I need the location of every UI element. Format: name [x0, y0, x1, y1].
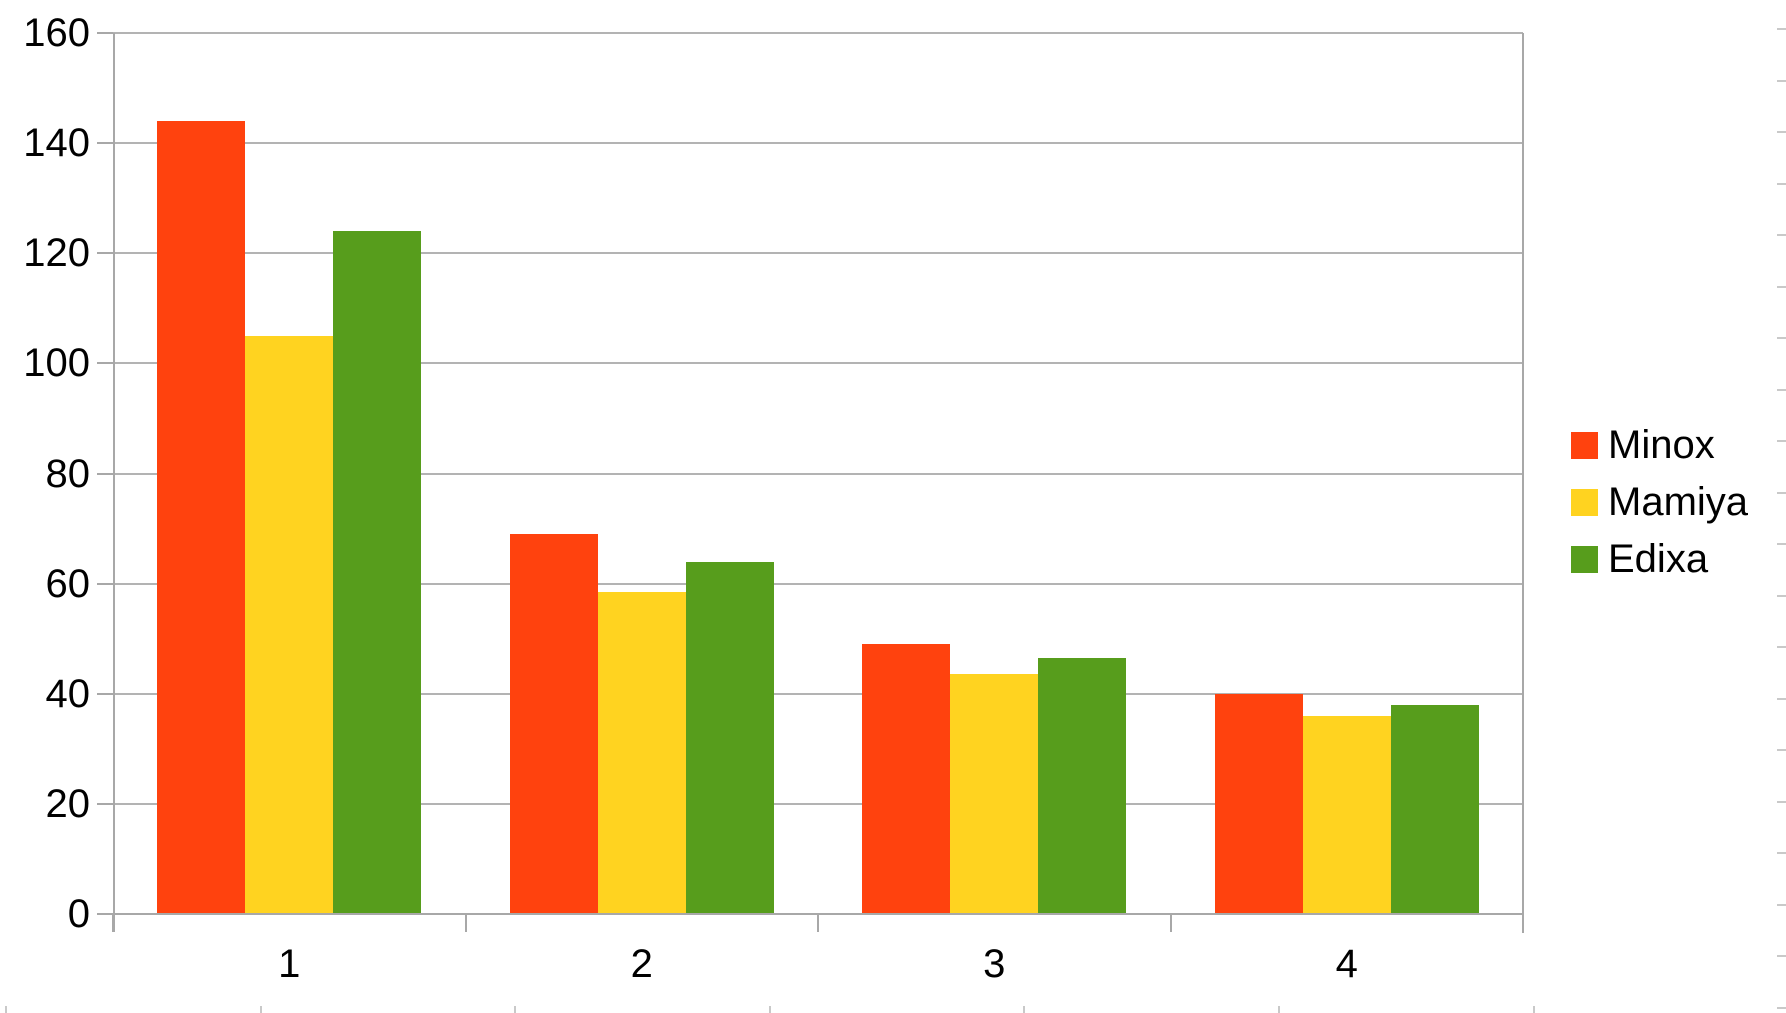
- y-axis-tick-120: [97, 252, 113, 255]
- right-edge-mark: [1777, 337, 1786, 339]
- bottom-edge-mark: [1278, 1006, 1280, 1013]
- y-axis-label-120: 120: [23, 231, 90, 276]
- y-axis-tick-100: [97, 362, 113, 365]
- bar-edixa-category-1: [333, 231, 421, 914]
- y-axis-tick-80: [97, 472, 113, 475]
- legend-swatch-edixa: [1571, 546, 1598, 573]
- bottom-edge-mark: [769, 1006, 771, 1013]
- right-edge-mark: [1777, 492, 1786, 494]
- right-edge-mark: [1777, 852, 1786, 854]
- bottom-edge-mark: [1023, 1006, 1025, 1013]
- y-axis-label-60: 60: [45, 561, 91, 606]
- right-edge-mark: [1777, 440, 1786, 442]
- bar-minox-category-2: [509, 534, 598, 914]
- bar-edixa-category-2: [685, 561, 774, 914]
- gridline-40: [113, 692, 1523, 695]
- gridline-80: [113, 472, 1523, 475]
- right-edge-mark: [1777, 955, 1786, 957]
- right-edge-mark: [1777, 698, 1786, 700]
- right-edge-mark: [1777, 801, 1786, 803]
- gridline-60: [113, 582, 1523, 585]
- right-edge-mark: [1777, 28, 1786, 30]
- bar-mamiya-category-3: [950, 674, 1038, 914]
- y-axis-tick-0: [97, 913, 113, 915]
- y-axis-label-80: 80: [45, 451, 91, 496]
- bar-edixa-category-4: [1390, 704, 1479, 914]
- right-edge-mark: [1777, 749, 1786, 751]
- bottom-edge-mark: [260, 1006, 262, 1013]
- bar-edixa-category-3: [1038, 657, 1126, 914]
- x-axis-label-1: 1: [278, 942, 301, 986]
- right-edge-mark: [1777, 1007, 1786, 1009]
- x-axis-tick-3: [1169, 914, 1172, 932]
- gridline-140: [113, 142, 1523, 145]
- y-axis-label-100: 100: [23, 341, 90, 386]
- bar-minox-category-1: [157, 121, 245, 914]
- right-edge-mark: [1777, 80, 1786, 82]
- x-axis-tick-4: [1522, 914, 1524, 932]
- y-axis-label-140: 140: [23, 121, 90, 166]
- y-axis-label-0: 0: [67, 892, 90, 936]
- legend-label-mamiya: Mamiya: [1608, 480, 1749, 524]
- y-axis-tick-20: [97, 802, 113, 805]
- x-axis-label-2: 2: [630, 942, 653, 986]
- bottom-edge-mark: [5, 1006, 7, 1013]
- legend-item-mamiya: Mamiya: [1571, 474, 1748, 531]
- bar-mamiya-category-1: [245, 335, 333, 914]
- y-axis-line: [113, 33, 115, 932]
- gridline-120: [113, 252, 1523, 255]
- right-edge-mark: [1777, 234, 1786, 236]
- right-edge-mark: [1777, 646, 1786, 648]
- chart-legend: Minox Mamiya Edixa: [1571, 417, 1748, 588]
- plot-right-border: [1522, 33, 1524, 933]
- bottom-edge-mark: [1533, 1006, 1535, 1013]
- bar-minox-category-3: [862, 644, 950, 914]
- x-axis-label-3: 3: [983, 942, 1006, 986]
- right-edge-mark: [1777, 286, 1786, 288]
- x-axis-tick-2: [817, 914, 819, 932]
- y-axis-tick-140: [97, 142, 113, 145]
- legend-swatch-mamiya: [1571, 489, 1598, 516]
- x-axis-tick-1: [464, 914, 467, 932]
- legend-label-minox: Minox: [1608, 423, 1715, 467]
- x-axis-tick-0: [112, 914, 114, 932]
- y-axis-tick-160: [97, 32, 113, 34]
- legend-swatch-minox: [1571, 432, 1598, 459]
- y-axis-tick-40: [97, 692, 113, 695]
- right-edge-mark: [1777, 183, 1786, 185]
- y-axis-label-160: 160: [23, 11, 90, 55]
- right-edge-mark: [1777, 131, 1786, 133]
- gridline-100: [113, 362, 1523, 365]
- legend-item-minox: Minox: [1571, 417, 1748, 474]
- gridline-20: [113, 802, 1523, 805]
- legend-label-edixa: Edixa: [1608, 537, 1709, 581]
- bar-mamiya-category-2: [597, 591, 686, 914]
- right-edge-mark: [1777, 904, 1786, 906]
- bar-minox-category-4: [1214, 693, 1303, 914]
- gridline-160: [113, 32, 1523, 34]
- y-axis-tick-60: [97, 582, 113, 585]
- bottom-edge-mark: [514, 1006, 516, 1013]
- right-edge-mark: [1777, 595, 1786, 597]
- right-edge-mark: [1777, 389, 1786, 391]
- legend-item-edixa: Edixa: [1571, 531, 1748, 588]
- y-axis-label-40: 40: [45, 671, 91, 716]
- x-axis-label-4: 4: [1335, 942, 1358, 986]
- y-axis-label-20: 20: [45, 781, 91, 826]
- right-edge-mark: [1777, 543, 1786, 545]
- bar-mamiya-category-4: [1302, 715, 1391, 914]
